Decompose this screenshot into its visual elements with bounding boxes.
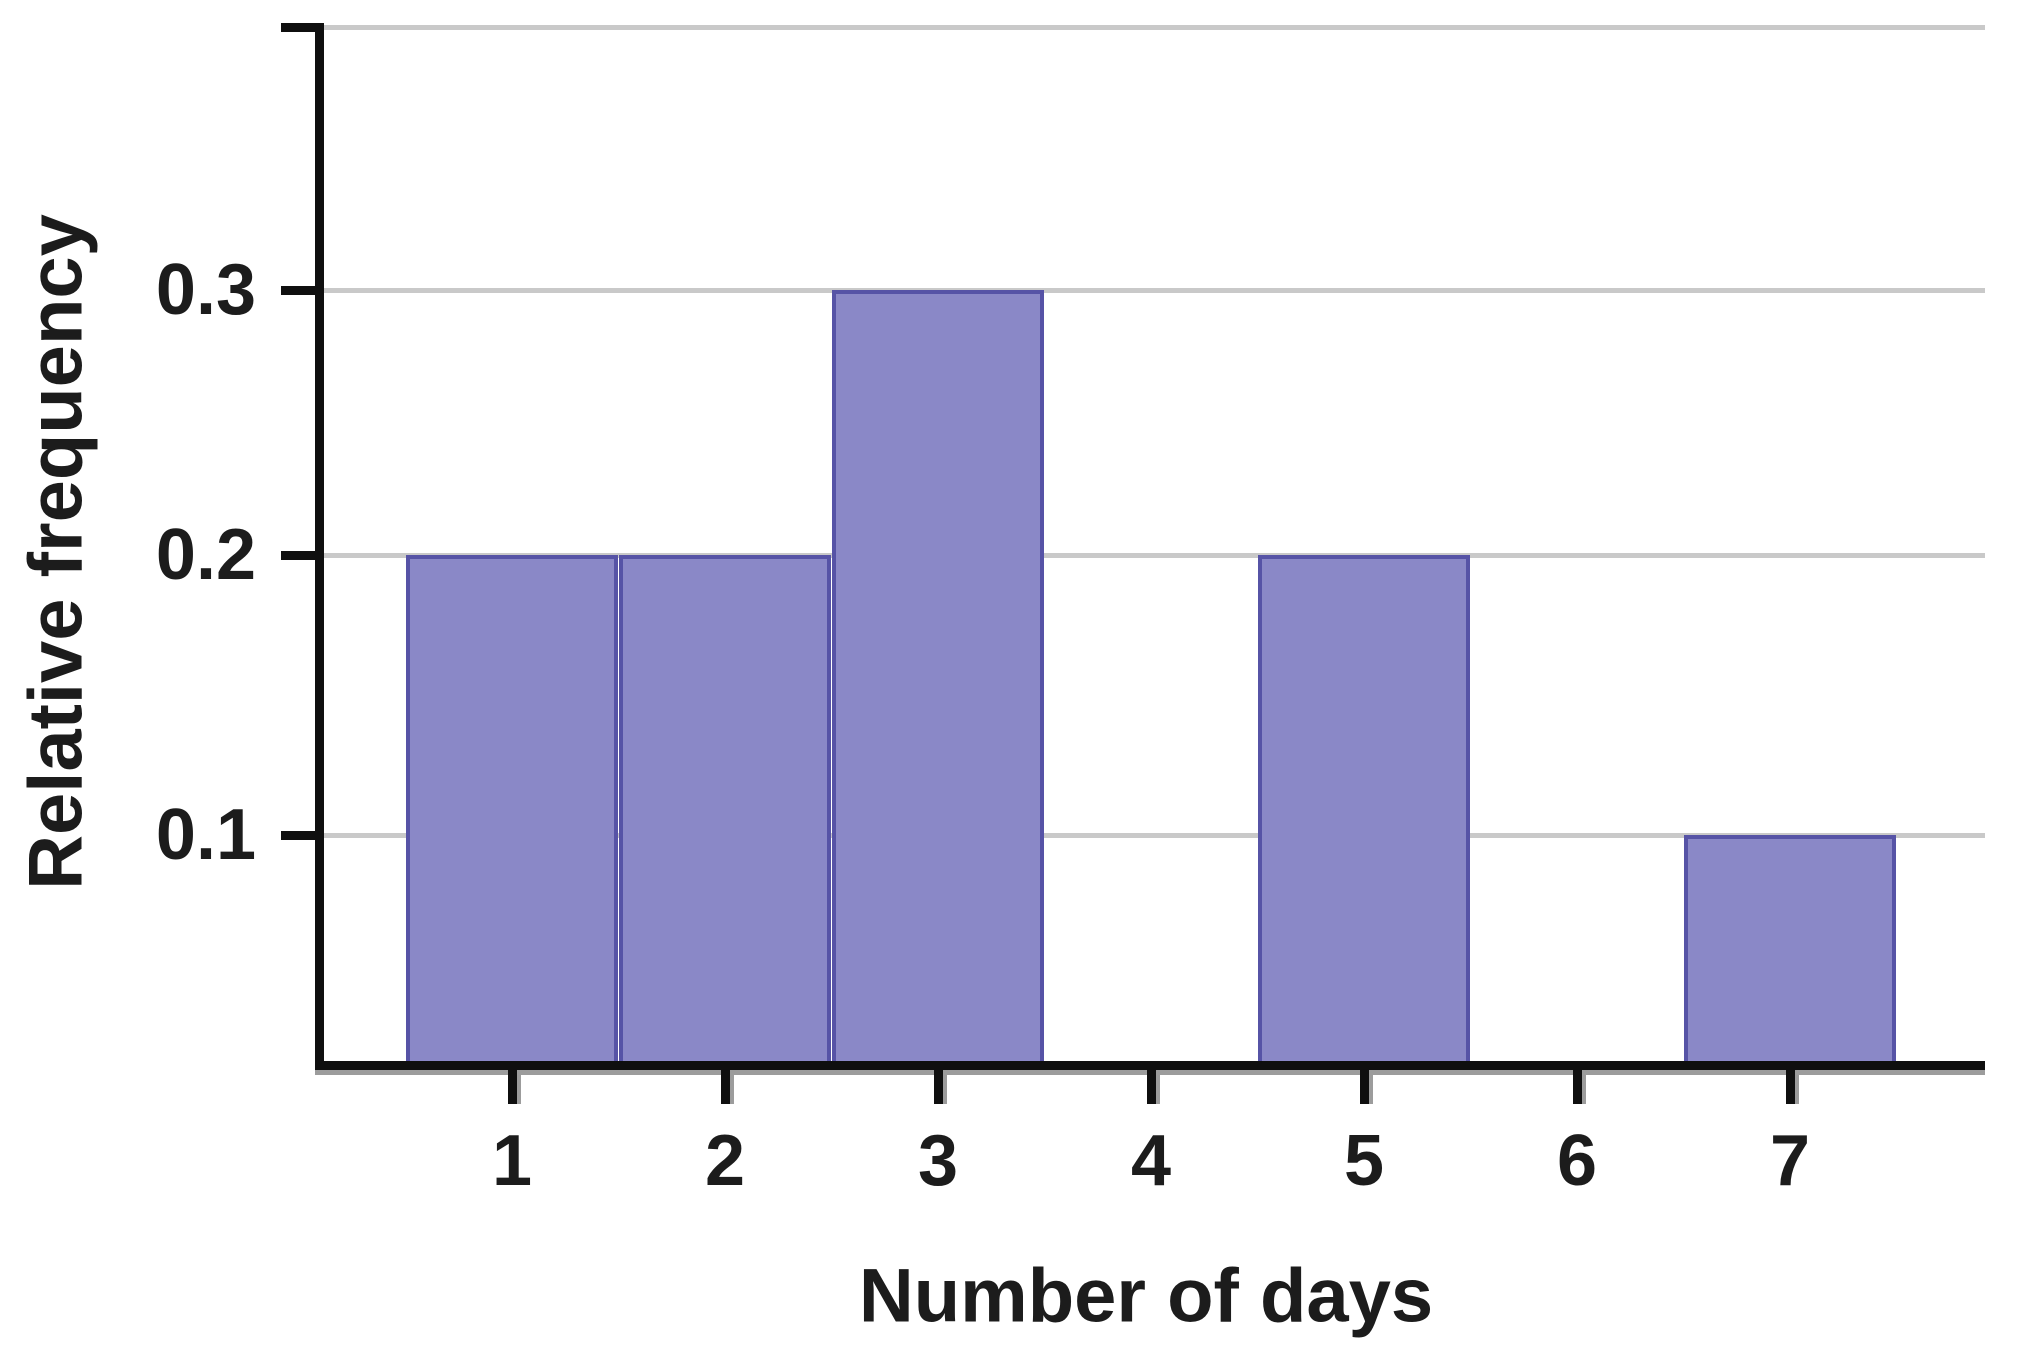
x-tick-3 xyxy=(934,1070,943,1104)
bar-day-3 xyxy=(832,290,1044,1067)
bar-day-7 xyxy=(1684,835,1896,1067)
bar-day-2 xyxy=(619,555,831,1067)
x-axis-title: Number of days xyxy=(858,1253,1434,1339)
bar-day-5 xyxy=(1258,555,1470,1067)
x-tick-label-4: 4 xyxy=(1130,1121,1172,1201)
x-tick-label-6: 6 xyxy=(1556,1121,1598,1201)
y-tick-0.3 xyxy=(281,286,315,295)
gridline-0.1 xyxy=(324,833,1985,838)
x-tick-label-7: 7 xyxy=(1769,1121,1811,1201)
x-tick-label-5: 5 xyxy=(1343,1121,1385,1201)
x-tick-label-2: 2 xyxy=(704,1121,746,1201)
gridline-0.3 xyxy=(324,288,1985,293)
y-tick-label-0.1: 0.1 xyxy=(155,795,256,875)
y-tick-label-0.2: 0.2 xyxy=(155,515,256,595)
y-tick-0.1 xyxy=(281,831,315,840)
y-tick-label-0.3: 0.3 xyxy=(155,250,256,330)
x-tick-label-3: 3 xyxy=(917,1121,959,1201)
x-tick-4 xyxy=(1147,1070,1156,1104)
x-tick-1 xyxy=(508,1070,517,1104)
gridline-0.2 xyxy=(324,553,1985,558)
x-tick-6 xyxy=(1573,1070,1582,1104)
gridline-0.4 xyxy=(324,25,1985,30)
bar-day-1 xyxy=(406,555,618,1067)
y-axis-line xyxy=(315,23,324,1070)
y-tick-0.4 xyxy=(281,23,315,32)
y-tick-0.2 xyxy=(281,551,315,560)
x-tick-2 xyxy=(721,1070,730,1104)
x-tick-7 xyxy=(1786,1070,1795,1104)
y-axis-title: Relative frequency xyxy=(13,214,99,890)
x-tick-label-1: 1 xyxy=(491,1121,533,1201)
x-axis-line xyxy=(315,1061,1985,1070)
x-tick-5 xyxy=(1360,1070,1369,1104)
